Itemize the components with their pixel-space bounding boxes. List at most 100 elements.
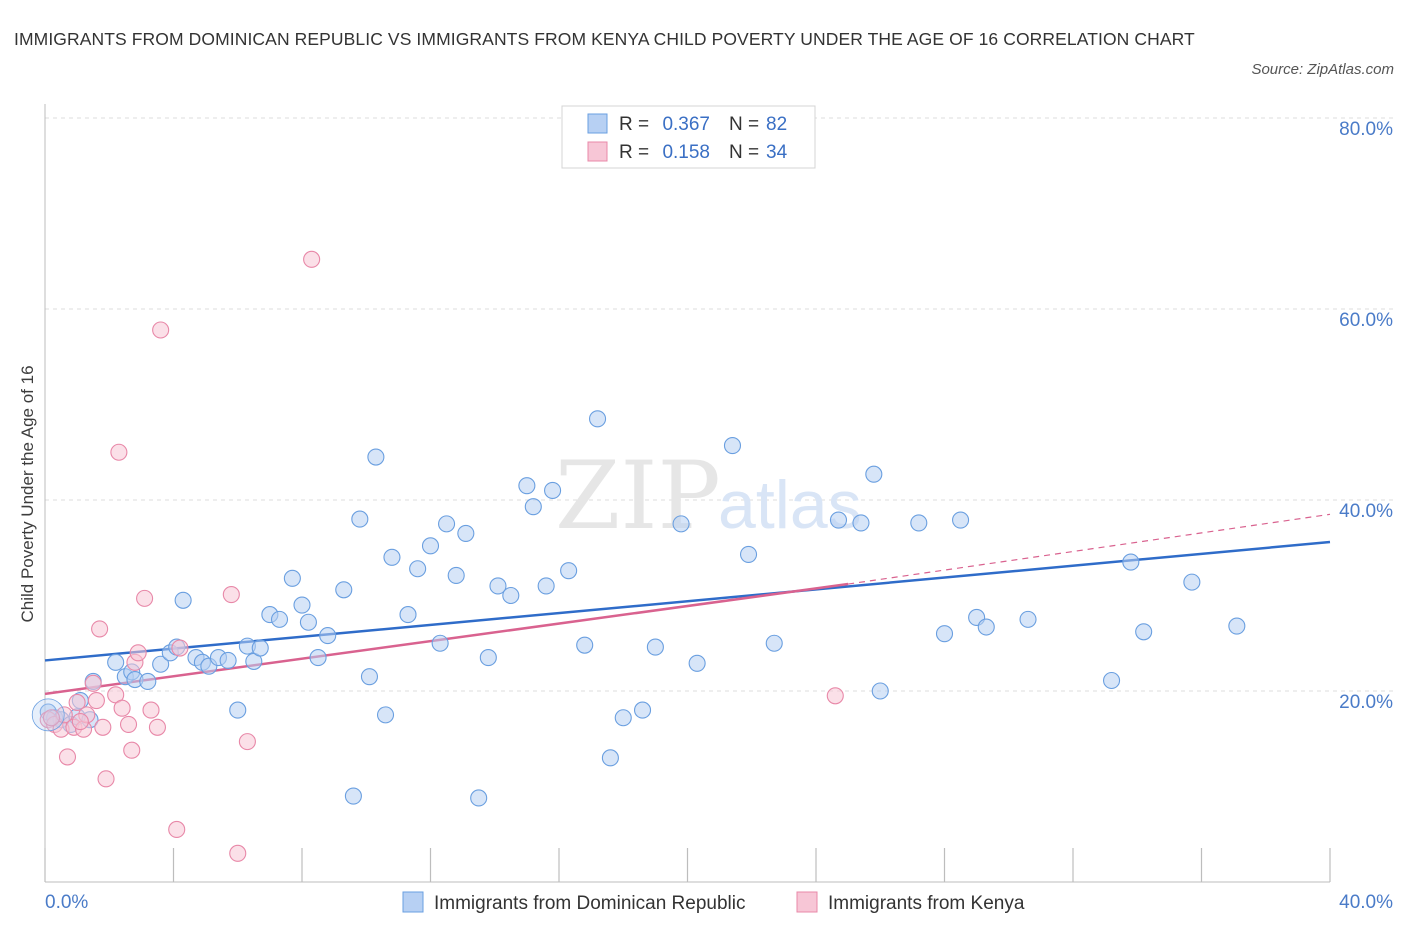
dominican-point xyxy=(376,706,395,724)
dominican-point xyxy=(319,627,337,645)
dominican-point xyxy=(470,789,488,807)
kenya-point xyxy=(71,713,89,731)
dominican-point xyxy=(588,410,607,428)
stats-r-value: 0.158 xyxy=(662,142,710,163)
dominican-point xyxy=(739,545,758,563)
y-tick-label: 20.0% xyxy=(1339,692,1393,713)
dominican-point xyxy=(367,448,385,466)
dominican-point xyxy=(544,481,562,500)
chart-title: IMMIGRANTS FROM DOMINICAN REPUBLIC VS IM… xyxy=(14,29,1195,49)
kenya-point xyxy=(91,620,109,638)
dominican-point xyxy=(524,498,542,516)
dominican-point xyxy=(1183,573,1201,591)
watermark: ZIP atlas xyxy=(555,442,862,551)
dominican-point xyxy=(360,668,379,686)
x-tick-label-max: 40.0% xyxy=(1339,892,1393,913)
dominican-point xyxy=(852,514,870,532)
dominican-point xyxy=(672,515,690,533)
dominican-point xyxy=(438,515,456,533)
dominican-point xyxy=(576,636,594,654)
kenya-point xyxy=(110,443,128,461)
grid-lines xyxy=(45,117,1395,692)
dominican-point xyxy=(457,524,475,542)
dominican-point xyxy=(765,634,783,652)
kenya-point xyxy=(119,715,138,733)
dominican-point xyxy=(251,639,269,657)
dominican-point xyxy=(723,437,742,455)
kenya-point xyxy=(168,820,186,839)
dominican-point xyxy=(344,787,362,805)
dominican-point xyxy=(977,618,995,636)
stats-n-value: 34 xyxy=(766,142,788,163)
dominican-point xyxy=(219,651,237,669)
dominican-point xyxy=(309,649,327,667)
dominican-point xyxy=(409,560,427,578)
dominican-point xyxy=(107,653,125,671)
stats-n-value: 82 xyxy=(766,114,787,135)
axes xyxy=(44,104,1331,883)
kenya-point xyxy=(113,699,131,717)
kenya-point xyxy=(129,644,147,662)
dominican-point xyxy=(537,577,555,595)
watermark-atlas: atlas xyxy=(718,467,862,543)
dominican-point xyxy=(1135,623,1153,641)
dominican-point xyxy=(152,655,170,673)
stats-legend: R = 0.367 N = 82 R = 0.158 N = 34 xyxy=(561,105,816,169)
dominican-point xyxy=(646,638,664,656)
dominican-point xyxy=(688,654,706,672)
kenya-point xyxy=(123,741,141,759)
series-legend-swatch xyxy=(796,891,818,913)
y-axis-label: Child Poverty Under the Age of 16 xyxy=(18,365,37,622)
kenya-point xyxy=(152,321,170,339)
dominican-point xyxy=(299,613,317,631)
kenya-point xyxy=(229,844,247,862)
kenya-point xyxy=(68,693,86,712)
dominican-point xyxy=(1122,553,1140,571)
kenya-point xyxy=(42,709,60,727)
dominican-point xyxy=(335,581,353,599)
kenya-point xyxy=(171,639,189,657)
dominican-point xyxy=(518,477,536,495)
dominican-point xyxy=(952,511,970,529)
dominican-point xyxy=(1103,671,1121,690)
stats-r-label: R = xyxy=(619,114,649,135)
series-legend: Immigrants from Dominican Republic Immigr… xyxy=(402,891,1025,914)
dominican-point xyxy=(399,606,417,624)
dominican-point xyxy=(910,514,928,532)
kenya-point xyxy=(303,250,321,268)
dominican-point xyxy=(283,569,301,587)
dominican-point xyxy=(489,577,507,595)
dominican-point xyxy=(1019,610,1037,628)
chart-source: Source: ZipAtlas.com xyxy=(1251,61,1394,78)
dominican-point xyxy=(614,709,632,727)
stats-r-value: 0.367 xyxy=(662,114,710,135)
kenya-point xyxy=(97,770,115,788)
kenya-trend-line-extension xyxy=(848,513,1331,585)
dominican-point xyxy=(229,701,247,719)
dominican-point xyxy=(270,610,289,628)
dominican-point xyxy=(502,586,520,605)
data-points xyxy=(31,250,1246,862)
dominican-point xyxy=(601,749,619,767)
dominican-point xyxy=(351,510,369,528)
dominican-point xyxy=(31,698,65,732)
kenya-point xyxy=(94,718,112,736)
dominican-point xyxy=(865,465,883,483)
stats-n-label: N = xyxy=(729,142,759,163)
dominican-point xyxy=(1228,617,1246,635)
series-legend-label: Immigrants from Dominican Republic xyxy=(434,893,746,914)
dominican-point xyxy=(871,682,889,700)
kenya-point xyxy=(826,687,844,705)
dominican-point xyxy=(560,562,578,580)
stats-legend-swatch xyxy=(587,113,608,134)
dominican-point xyxy=(829,511,848,529)
kenya-point xyxy=(136,589,154,607)
kenya-point xyxy=(238,733,256,751)
dominican-point xyxy=(935,625,954,643)
dominican-point xyxy=(174,591,192,609)
dominican-point xyxy=(383,548,401,566)
tick-labels: 20.0% 40.0% 60.0% 80.0% 0.0% 40.0% xyxy=(45,119,1393,913)
y-tick-label: 40.0% xyxy=(1339,501,1393,522)
kenya-point xyxy=(87,691,105,710)
